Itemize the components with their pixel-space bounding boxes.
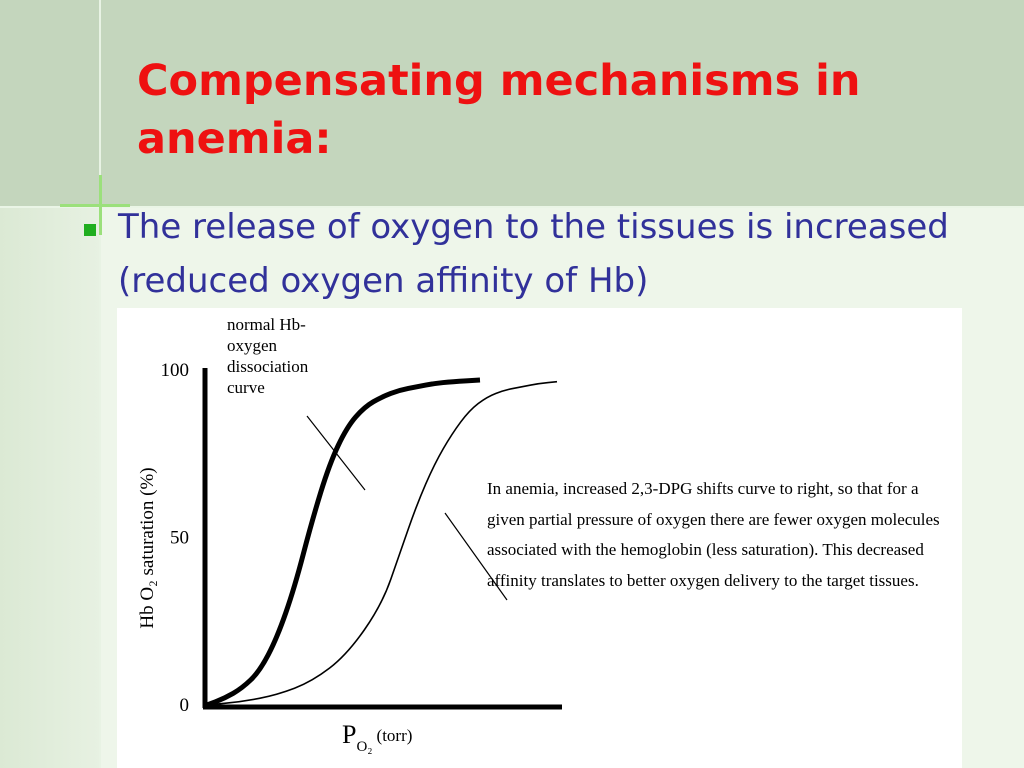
x-axis-label-sub: O₂ <box>356 739 372 755</box>
series-group <box>206 377 558 708</box>
y-tick-label: 0 <box>180 695 190 716</box>
sparkle-decoration-h <box>60 204 130 207</box>
divider-vertical <box>99 0 101 768</box>
header-band <box>0 0 1024 208</box>
sparkle-decoration-v <box>99 175 102 235</box>
dissociation-chart: 100 50 0 Hb O₂ saturation (%) PO₂ (torr) no… <box>117 308 962 768</box>
x-axis-label: PO₂ (torr) <box>342 720 412 755</box>
series-line-normal <box>206 377 481 708</box>
pointer-normal <box>306 415 366 491</box>
slide-title: Compensating mechanisms in anemia: <box>137 56 861 164</box>
x-axis-label-p: P <box>342 720 356 749</box>
bullet-text: The release of oxygen to the tissues is … <box>118 207 949 301</box>
bullet-square-icon <box>84 224 96 236</box>
x-axis-label-unit: (torr) <box>377 726 413 745</box>
left-band <box>0 208 100 768</box>
pointer-anemia <box>444 512 508 601</box>
y-tick-label: 100 <box>161 360 190 381</box>
anemia-annotation: In anemia, increased 2,3-DPG shifts curv… <box>487 479 940 590</box>
divider-horizontal <box>0 206 1024 208</box>
normal-curve-annotation: normal Hb-oxygen dissociation curve <box>227 315 309 397</box>
y-axis-label: Hb O₂ saturation (%) <box>137 467 158 628</box>
y-tick-labels: 100 50 0 <box>161 360 190 716</box>
series-line-anemia <box>206 380 558 706</box>
y-tick-label: 50 <box>170 528 189 549</box>
chart-svg: 100 50 0 Hb O₂ saturation (%) PO₂ (torr) <box>137 360 562 755</box>
